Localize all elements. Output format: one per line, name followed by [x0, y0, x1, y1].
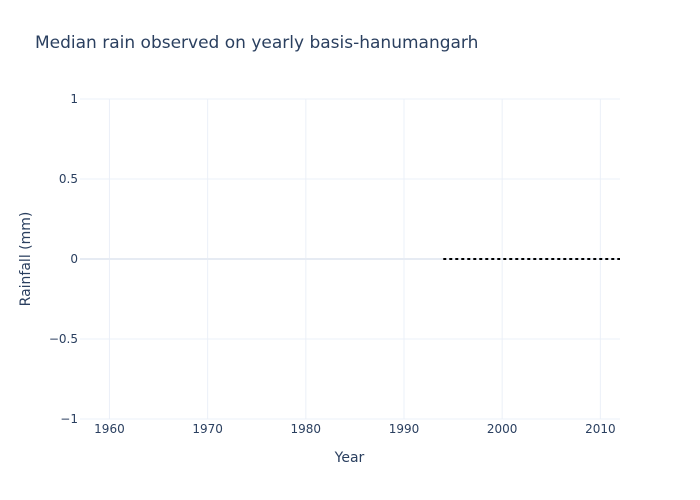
y-tick-label: −1 — [60, 412, 78, 426]
chart-title: Median rain observed on yearly basis-han… — [35, 33, 479, 53]
x-tick-label: 1960 — [94, 422, 125, 436]
y-tick-labels: 1 0.5 0 −0.5 −1 — [49, 92, 78, 426]
y-gridlines — [80, 98, 620, 420]
x-tick-label: 1980 — [291, 422, 322, 436]
y-tick-label: 0 — [70, 252, 78, 266]
y-axis-title: Rainfall (mm) — [18, 212, 34, 307]
y-tick-label: −0.5 — [49, 332, 78, 346]
x-tick-label: 1990 — [389, 422, 420, 436]
x-tick-labels: 1960 1970 1980 1990 2000 2010 — [94, 422, 615, 436]
x-tick-label: 2000 — [487, 422, 518, 436]
x-tick-label: 2010 — [585, 422, 616, 436]
x-tick-label: 1970 — [192, 422, 223, 436]
x-axis-title: Year — [334, 450, 365, 466]
y-tick-label: 0.5 — [59, 172, 78, 186]
y-tick-label: 1 — [70, 92, 78, 106]
